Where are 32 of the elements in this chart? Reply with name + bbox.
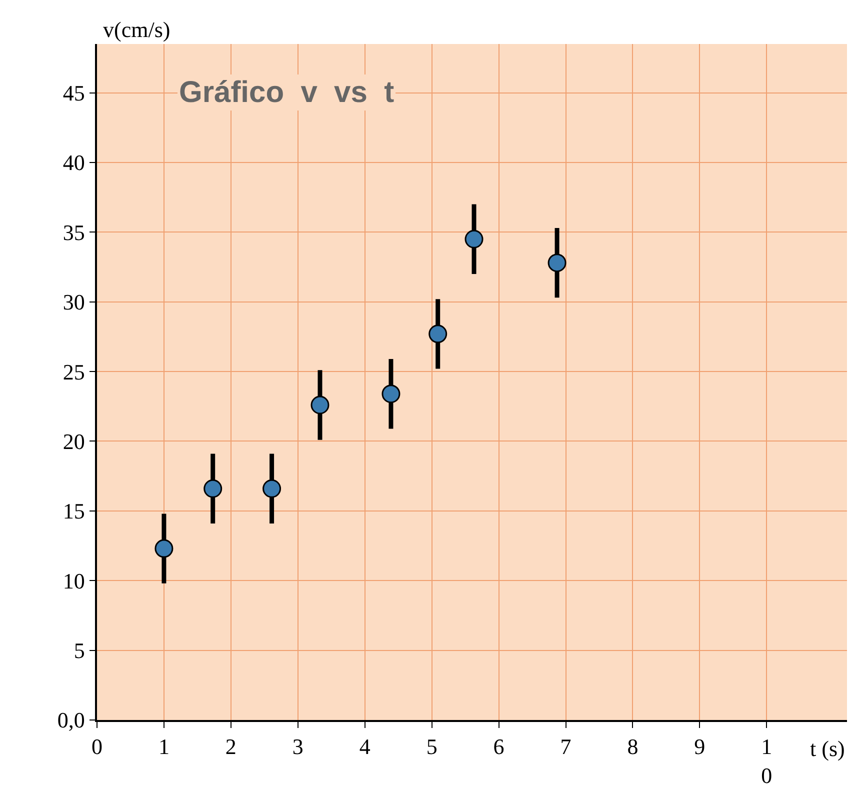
point [204,479,222,498]
x-tick-label: 3 [292,734,304,760]
point [382,384,400,404]
text: Gráfico v vs t [179,76,394,109]
y-tick-label: 5 [74,638,85,664]
y-tick-label: 40 [62,150,85,176]
point [262,479,282,498]
x-axis-title: t (s) [810,736,845,761]
x-tick-label: 1 [158,734,170,760]
y-tick-label: 25 [62,359,85,384]
y-tick-label: 35 [62,220,85,245]
x-tick-label: 2 [225,734,236,760]
x-tick-label: 5 [426,734,438,760]
x-tick-label: 4 [359,734,370,760]
y-tick-label: 45 [62,80,85,106]
point [548,254,566,272]
point [310,396,330,414]
point [464,230,484,248]
point [154,539,174,558]
y-tick-label: 15 [62,498,85,524]
point [428,324,448,344]
x-tick-label: 7 [560,734,572,760]
x-tick-label: 0 [92,734,102,760]
x-tick-label: 8 [627,734,638,760]
y-tick-label: 0,0 [57,708,85,733]
x-tick-label: 6 [493,734,504,760]
x-tick-label: 1 0 [761,734,772,788]
y-tick-label: 10 [62,568,85,594]
y-tick-label: 30 [62,290,85,315]
y-axis-title: v(cm/s) [103,17,170,42]
x-tick-label: 9 [694,734,706,760]
y-tick-label: 20 [62,428,85,454]
